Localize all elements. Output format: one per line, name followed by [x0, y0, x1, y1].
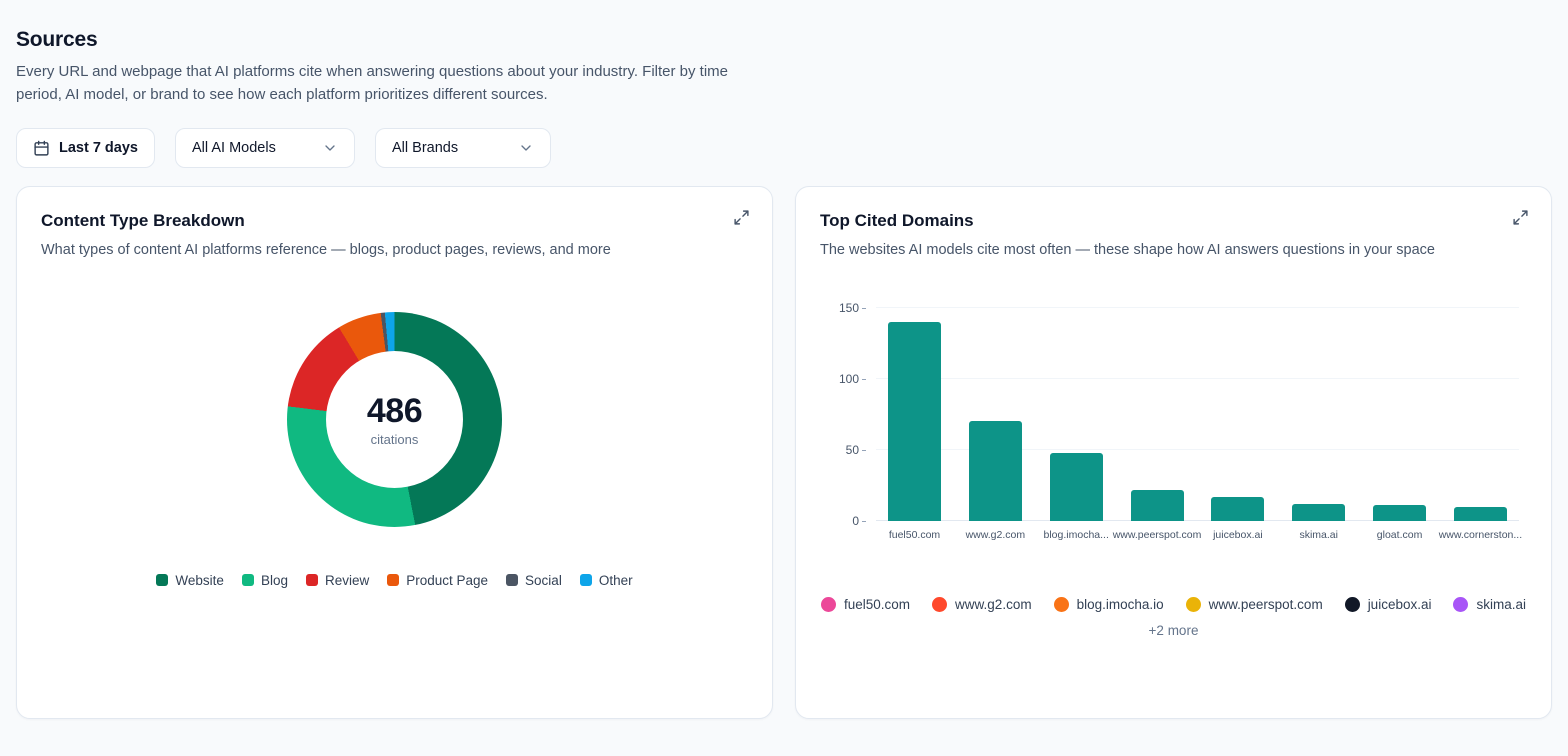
card-subtitle: What types of content AI platforms refer… [41, 242, 611, 258]
donut-center: 486 citations [326, 350, 463, 488]
legend-item-blog[interactable]: Blog [241, 572, 288, 588]
sources-page: Sources Every URL and webpage that AI pl… [0, 0, 1568, 719]
bar-x-labels: fuel50.com www.g2.com blog.imocha... www.pe… [876, 528, 1523, 541]
bar-series [876, 308, 1519, 521]
domain-legend-item-skima-ai[interactable]: skima.ai [1453, 596, 1526, 612]
gridline [876, 306, 1519, 308]
content-type-legend: Website Blog Review Product Page Social Other [156, 572, 633, 588]
expand-button[interactable] [729, 205, 754, 233]
citations-label: citations [370, 431, 419, 447]
favicon-icon [932, 596, 948, 612]
x-axis-label: skima.ai [1299, 528, 1338, 541]
page-description: Every URL and webpage that AI platforms … [16, 63, 729, 103]
filters-bar: Last 7 days All AI Models All Brands [16, 128, 1552, 168]
x-axis-label: fuel50.com [888, 528, 941, 541]
bar-gloat.com[interactable] [1373, 505, 1427, 521]
legend-swatch [156, 574, 169, 587]
domain-legend-item-www-peerspot-com[interactable]: www.peerspot.com [1185, 596, 1323, 612]
legend-swatch [305, 574, 318, 587]
content-type-breakdown-card: Content Type Breakdown What types of con… [16, 186, 773, 719]
chevron-down-icon [518, 140, 534, 156]
x-axis-label: www.peerspot.com [1112, 528, 1202, 541]
domain-label: www.peerspot.com [1208, 596, 1323, 612]
legend-label: Review [324, 572, 370, 588]
bar-fuel50.com[interactable] [888, 321, 941, 521]
legend-item-review[interactable]: Review [305, 572, 370, 588]
x-axis-label: gloat.com [1376, 528, 1423, 541]
expand-icon [733, 210, 750, 229]
legend-swatch [241, 574, 254, 587]
date-range-label: Last 7 days [59, 140, 138, 156]
brand-select-value: All Brands [392, 140, 459, 156]
card-title: Content Type Breakdown [41, 211, 245, 230]
page-title: Sources [16, 28, 98, 51]
favicon-icon [821, 596, 836, 612]
ai-model-select-value: All AI Models [192, 140, 276, 156]
gridline [876, 448, 1519, 450]
bar-www.peerspot.com[interactable] [1130, 489, 1184, 521]
y-axis-tick: 150 [828, 301, 866, 315]
favicon-icon [1344, 596, 1360, 612]
more-domains-label[interactable]: +2 more [1148, 622, 1199, 638]
gridline [876, 377, 1519, 379]
card-title: Top Cited Domains [820, 211, 974, 230]
legend-item-social[interactable]: Social [506, 573, 562, 588]
domain-legend-item-www-g2-com[interactable]: www.g2.com [932, 596, 1032, 612]
domain-legend-item-blog-imocha-io[interactable]: blog.imocha.io [1053, 596, 1164, 612]
domain-label: juicebox.ai [1367, 596, 1432, 612]
calendar-icon [33, 140, 50, 157]
legend-item-website[interactable]: Website [156, 573, 224, 588]
donut-chart[interactable]: 486 citations [287, 311, 502, 527]
cards-grid: Content Type Breakdown What types of con… [16, 186, 1552, 719]
legend-label: Product Page [406, 572, 489, 588]
domain-legend: fuel50.com www.g2.com blog.imocha.io www.pe… [820, 596, 1527, 612]
domain-legend-item-fuel50-com[interactable]: fuel50.com [821, 596, 911, 612]
card-subtitle: The websites AI models cite most often —… [820, 242, 1435, 258]
bar-www.cornerston...[interactable] [1453, 506, 1507, 521]
chevron-down-icon [322, 140, 338, 156]
date-range-button[interactable]: Last 7 days [16, 128, 155, 168]
domain-label: blog.imocha.io [1076, 596, 1164, 612]
legend-swatch [387, 574, 400, 587]
citations-total: 486 [366, 391, 423, 430]
legend-item-product-page[interactable]: Product Page [387, 573, 488, 588]
favicon-icon [1453, 596, 1469, 612]
legend-label: Website [175, 572, 224, 588]
bar-chart-area: 0 50 100 150 fuel50.com www.g2.com blog.imoch… [839, 301, 1523, 541]
x-axis-label: www.g2.com [965, 528, 1026, 541]
brand-select[interactable]: All Brands [375, 128, 551, 168]
y-axis-tick: 0 [828, 514, 866, 528]
domain-label: fuel50.com [844, 596, 911, 612]
donut-chart-area: 486 citations Website Blog Review Product P… [41, 311, 748, 588]
expand-button[interactable] [1508, 205, 1533, 233]
bar-juicebox.ai[interactable] [1211, 496, 1265, 521]
domain-label: www.g2.com [955, 596, 1032, 612]
domain-label: skima.ai [1476, 596, 1526, 612]
expand-icon [1512, 210, 1529, 229]
legend-label: Blog [260, 572, 288, 588]
x-axis-label: juicebox.ai [1213, 528, 1263, 541]
bar-skima.ai[interactable] [1292, 503, 1346, 521]
y-axis-tick: 50 [828, 443, 866, 457]
top-cited-domains-card: Top Cited Domains The websites AI models… [795, 186, 1552, 719]
favicon-icon [1053, 596, 1069, 612]
x-axis-label: www.cornerston... [1438, 528, 1523, 541]
x-axis-label: blog.imocha... [1043, 528, 1109, 541]
legend-item-other[interactable]: Other [579, 572, 633, 588]
bar-blog.imocha...[interactable] [1049, 452, 1103, 521]
legend-swatch [579, 574, 592, 587]
legend-label: Other [598, 572, 633, 588]
bar-plot: 0 50 100 150 [839, 301, 1519, 528]
y-axis-tick: 100 [828, 372, 866, 386]
ai-model-select[interactable]: All AI Models [175, 128, 355, 168]
legend-label: Social [525, 572, 562, 588]
gridline [876, 519, 1519, 521]
bar-www.g2.com[interactable] [968, 421, 1022, 521]
legend-swatch [506, 574, 519, 587]
domain-legend-item-juicebox-ai[interactable]: juicebox.ai [1344, 596, 1432, 612]
favicon-icon [1185, 596, 1201, 612]
